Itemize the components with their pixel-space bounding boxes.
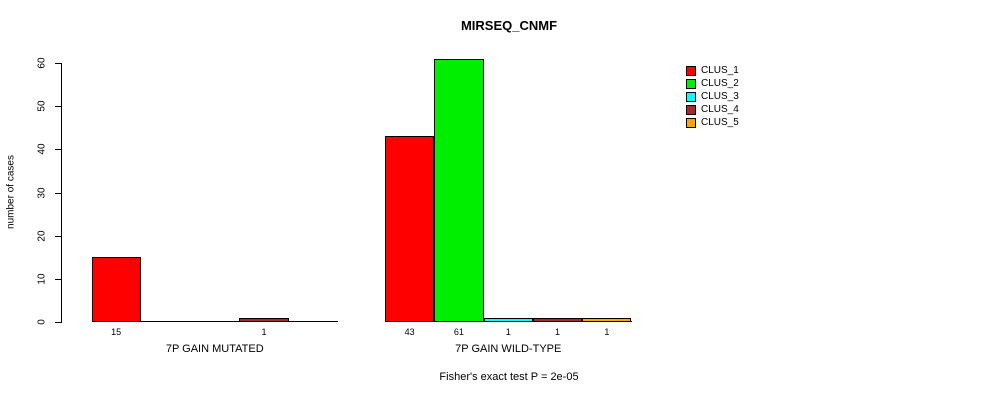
group-label: 7P GAIN MUTATED [165,343,264,355]
y-axis-tick [55,106,62,108]
bar-value-label: 15 [111,327,122,337]
y-axis-tick-label: 10 [36,273,48,285]
y-axis-tick [55,322,62,323]
y-axis-tick [55,63,62,64]
bar-clus_1 [385,136,435,322]
legend-item: CLUS_2 [686,77,739,90]
bar-clus_4 [239,317,289,322]
y-axis-tick-label: 30 [36,186,48,199]
bar-clus_1 [91,257,141,322]
y-axis-tick-label: 50 [36,100,48,112]
y-axis-tick-label: 40 [36,143,48,155]
y-axis-tick-label: 60 [36,57,48,69]
legend-label: CLUS_3 [701,91,739,102]
legend-swatch-icon [686,104,696,115]
bar-clus_2 [434,58,484,322]
legend-label: CLUS_2 [701,78,739,89]
legend-item: CLUS_3 [686,90,739,103]
legend: CLUS_1 CLUS_2 CLUS_3 CLUS_4 CLUS_5 [686,64,739,129]
bar-value-label: 61 [453,327,464,337]
group-label: 7P GAIN WILD-TYPE [455,343,562,355]
x-axis-baseline [91,321,338,322]
bar-value-label: 1 [604,327,610,337]
legend-item: CLUS_5 [686,116,739,129]
legend-swatch-icon [686,78,696,89]
y-axis-tick [55,149,62,151]
chart-title: MIRSEQ_CNMF [460,18,558,33]
legend-label: CLUS_5 [701,117,739,128]
bar-value-label: 43 [404,327,415,337]
y-axis-title: number of cases [5,155,17,229]
y-axis-tick [55,278,62,280]
bar-clus_4 [532,317,583,322]
bar-value-label: 1 [261,327,267,337]
legend-label: CLUS_4 [701,104,739,115]
legend-swatch-icon [686,117,696,128]
bar-clus_3 [483,317,533,322]
bar-clus_5 [582,317,632,322]
bar-value-label: 1 [505,327,511,337]
y-axis-tick-label: 20 [36,230,48,242]
legend-swatch-icon [686,91,696,102]
chart-subtitle: Fisher's exact test P = 2e-05 [439,371,579,383]
y-axis-tick [55,235,62,237]
y-axis-tick-label: 0 [36,319,48,325]
y-axis-tick [55,192,62,194]
legend-item: CLUS_1 [686,64,739,77]
bar-value-label: 1 [555,327,561,337]
legend-label: CLUS_1 [701,65,739,76]
legend-item: CLUS_4 [686,103,739,116]
legend-swatch-icon [686,65,696,76]
